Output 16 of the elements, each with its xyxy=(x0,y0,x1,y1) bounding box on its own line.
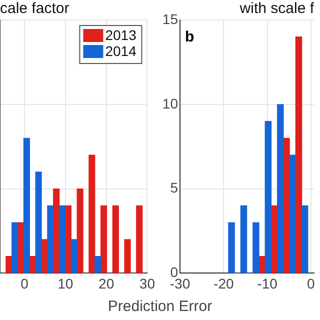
x-tick-label: 30 xyxy=(139,275,156,292)
x-axis-title: Prediction Error xyxy=(106,298,214,315)
x-tick-label: -10 xyxy=(257,275,278,292)
x-tick-label: 0 xyxy=(307,275,316,292)
legend-label: 2013 xyxy=(105,26,137,43)
chart-title: with scale f xyxy=(238,0,315,18)
x-tick-label: 20 xyxy=(98,275,114,292)
chart-title: cale factor xyxy=(0,0,70,18)
annotation: b xyxy=(185,28,194,46)
x-tick-label: -20 xyxy=(214,275,234,292)
y-tick-label: 10 xyxy=(162,95,178,112)
y-tick-label: 15 xyxy=(162,10,178,27)
x-tick-label: 0 xyxy=(20,275,29,292)
x-tick-label: 10 xyxy=(58,275,74,292)
y-tick-label: 5 xyxy=(170,180,178,196)
legend-label: 2014 xyxy=(105,42,137,59)
